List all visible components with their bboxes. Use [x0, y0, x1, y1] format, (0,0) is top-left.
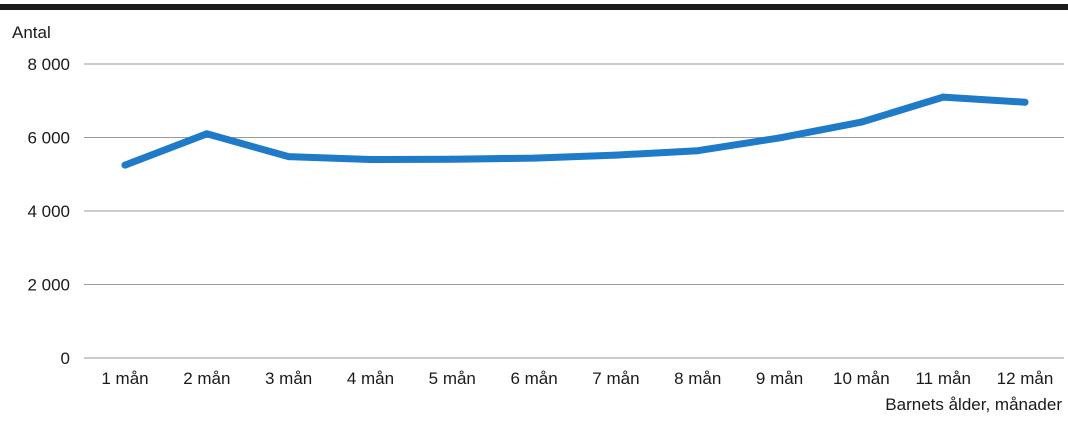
x-tick-label: 5 mån [429, 369, 476, 388]
data-point [776, 134, 784, 142]
y-tick-labels: 0 2 000 4 000 6 000 8 000 [27, 55, 70, 368]
x-tick-label: 3 mån [265, 369, 312, 388]
x-tick-label: 10 mån [833, 369, 890, 388]
top-rule [0, 4, 1068, 10]
y-tick-label: 8 000 [27, 55, 70, 74]
data-point [203, 130, 211, 138]
x-tick-label: 8 mån [674, 369, 721, 388]
data-point [121, 161, 129, 169]
x-tick-label: 2 mån [183, 369, 230, 388]
data-point [939, 93, 947, 101]
y-tick-label: 4 000 [27, 202, 70, 221]
data-point [857, 118, 865, 126]
y-axis-title: Antal [12, 23, 51, 42]
x-tick-label: 9 mån [756, 369, 803, 388]
x-tick-label: 6 mån [510, 369, 557, 388]
x-tick-label: 12 mån [997, 369, 1054, 388]
x-axis-title: Barnets ålder, månader [885, 395, 1062, 414]
y-tick-label: 6 000 [27, 129, 70, 148]
data-point [530, 154, 538, 162]
data-point [694, 147, 702, 155]
x-tick-labels: 1 mån 2 mån 3 mån 4 mån 5 mån 6 mån 7 mån 8 mån… [101, 369, 1053, 388]
data-point [448, 155, 456, 163]
data-point [366, 156, 374, 164]
data-point [612, 151, 620, 159]
x-tick-label: 4 mån [347, 369, 394, 388]
series-line [121, 93, 1029, 169]
x-tick-label: 11 mån [915, 369, 970, 388]
series-layer [121, 93, 1029, 169]
x-tick-label: 1 mån [101, 369, 148, 388]
data-point [1021, 98, 1029, 106]
y-tick-label: 2 000 [27, 276, 70, 295]
data-point [285, 153, 293, 161]
y-tick-label: 0 [61, 349, 70, 368]
gridlines [84, 63, 1064, 359]
x-tick-label: 7 mån [592, 369, 639, 388]
